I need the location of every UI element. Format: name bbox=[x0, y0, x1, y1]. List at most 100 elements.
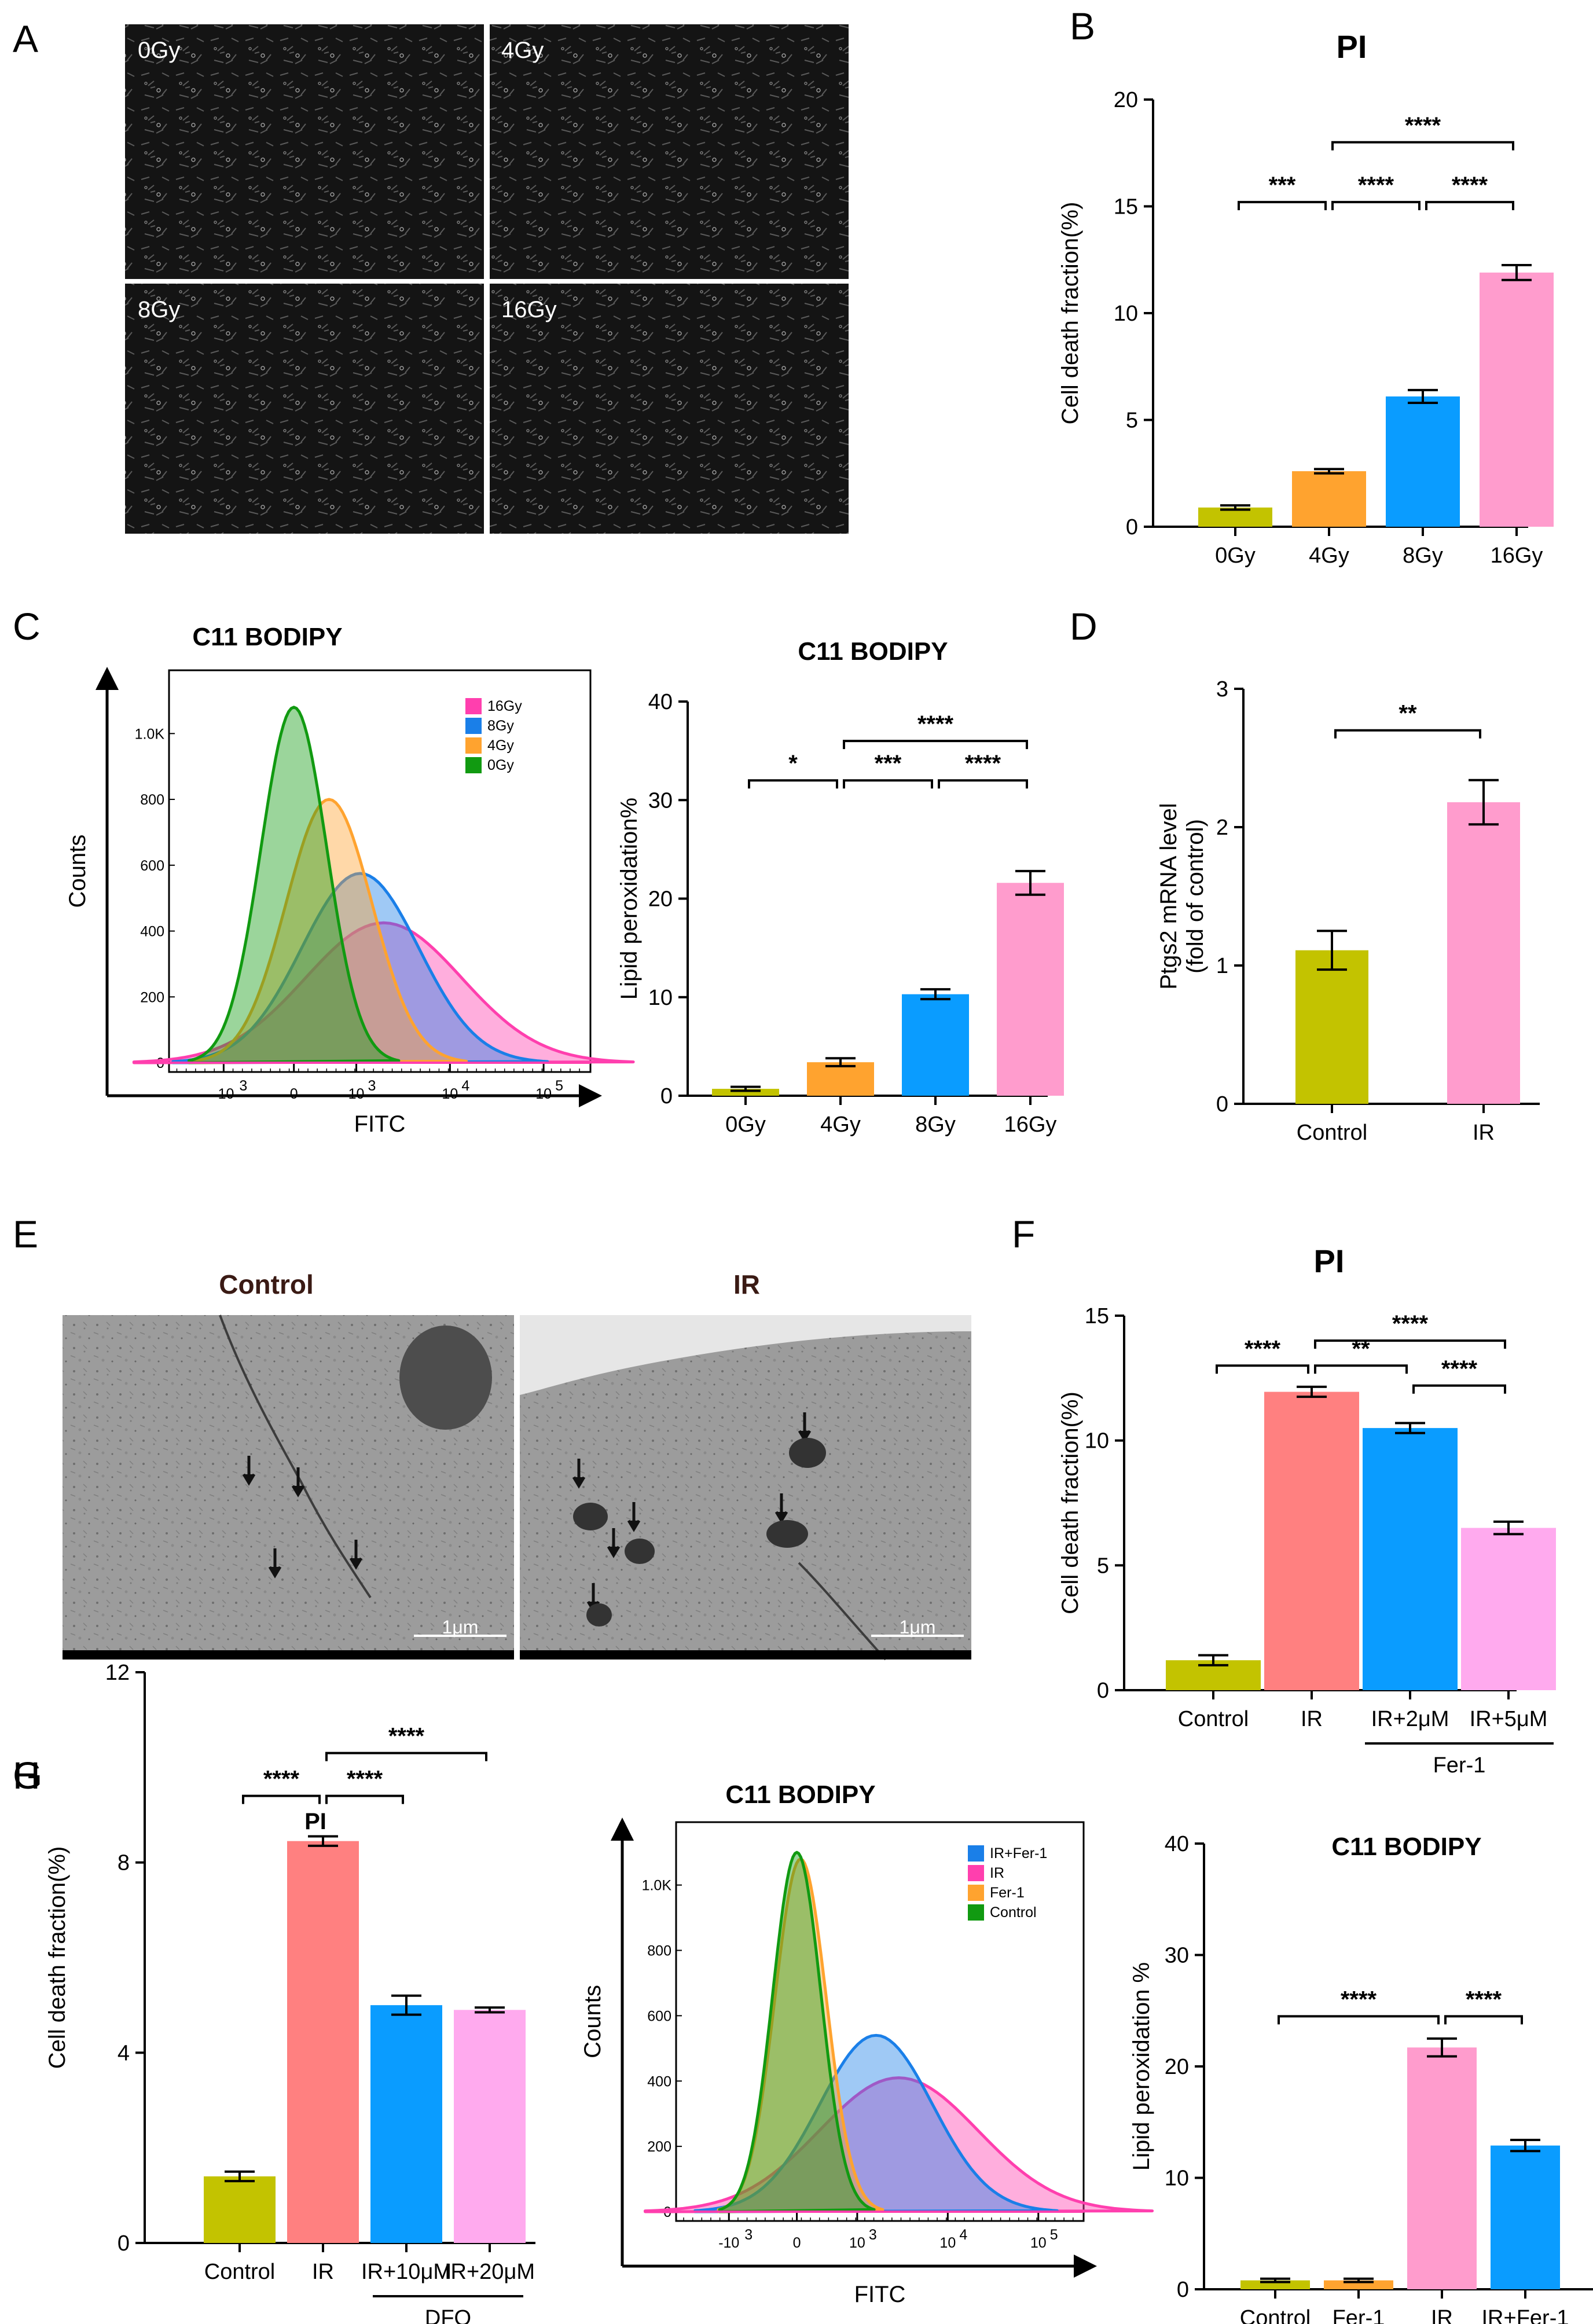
y-tick-label: 600 bbox=[140, 858, 164, 874]
significance-bracket bbox=[1425, 201, 1514, 211]
y-tick-label: 0 bbox=[1126, 515, 1138, 539]
significance-bracket bbox=[1314, 1364, 1408, 1374]
x-tick-label: 0Gy bbox=[725, 1113, 766, 1137]
x-axis-title: FITC bbox=[854, 2282, 906, 2307]
plot-frame bbox=[168, 669, 592, 1073]
bar-0gy bbox=[712, 1089, 779, 1096]
tem-dark-region bbox=[399, 1326, 492, 1430]
histogram-curve-8gy bbox=[171, 872, 549, 1064]
panel-a: A 0Gy 4Gy 8Gy 16Gy bbox=[13, 17, 849, 534]
y-tick-label: 200 bbox=[140, 989, 164, 1005]
x-tick-label: IR+5μM bbox=[1470, 1707, 1548, 1731]
tem-ir-background bbox=[520, 1315, 971, 1395]
y-tick-label: 40 bbox=[648, 690, 673, 714]
panel-letter-d: D bbox=[1070, 605, 1098, 648]
bar-chart-h2: C11 BODIPY 0 10 20 30 40 Lipid peroxidation % C… bbox=[1129, 1832, 1593, 2324]
y-tick-label: 2 bbox=[1216, 816, 1228, 840]
x-tick-label: IR+10μM bbox=[361, 2260, 452, 2284]
arrow-icon bbox=[572, 1459, 586, 1489]
x-tick-label: IR+2μM bbox=[1371, 1707, 1449, 1731]
y-tick-label: 0 bbox=[1097, 1679, 1109, 1703]
chart-title: C11 BODIPY bbox=[798, 637, 948, 666]
tem-title-control: Control bbox=[219, 1269, 314, 1299]
x-tick-label: 10 bbox=[1030, 2235, 1047, 2251]
bar-4gy bbox=[1292, 471, 1366, 527]
group-label: Fer-1 bbox=[1433, 1753, 1486, 1778]
bar-control bbox=[204, 2176, 276, 2243]
significance-label: *** bbox=[875, 751, 902, 776]
axis-arrow-right-icon bbox=[579, 1084, 602, 1107]
significance-label: *** bbox=[1269, 172, 1296, 198]
legend-swatch bbox=[968, 1885, 984, 1901]
histogram-curve-0gy bbox=[188, 706, 401, 1064]
scale-label: 1μm bbox=[900, 1617, 936, 1638]
y-tick-label: 40 bbox=[1165, 1832, 1189, 1856]
significance-label: **** bbox=[1358, 172, 1394, 198]
bar-chart-g: G PI 0 4 8 12 Cell death fraction(%) Control IR I… bbox=[13, 1661, 535, 2324]
x-tick-label: 10 bbox=[939, 2235, 956, 2251]
chart-title: C11 BODIPY bbox=[192, 623, 342, 651]
x-tick-label: 16Gy bbox=[1491, 544, 1543, 568]
significance-bracket bbox=[1444, 2015, 1523, 2025]
legend-label: IR bbox=[990, 1865, 1004, 1881]
x-tick-label: -10 bbox=[213, 1086, 234, 1102]
x-tick-label: 0 bbox=[290, 1086, 298, 1102]
significance-bracket bbox=[843, 779, 933, 789]
legend-swatch bbox=[968, 1904, 984, 1921]
significance-bracket bbox=[1412, 1384, 1506, 1394]
y-axis-title: Counts bbox=[65, 835, 90, 908]
significance-label: **** bbox=[388, 1724, 425, 1749]
bar-ir bbox=[1447, 802, 1520, 1104]
bar-ir+5μm bbox=[1461, 1528, 1556, 1690]
axis-arrow-up-icon bbox=[96, 667, 119, 690]
legend-swatch bbox=[465, 718, 482, 734]
significance-bracket bbox=[325, 1752, 487, 1761]
micrograph-16gy bbox=[490, 284, 849, 534]
arrow-icon bbox=[268, 1548, 282, 1578]
axis-arrow-up-icon bbox=[611, 1818, 634, 1841]
legend-label: 0Gy bbox=[487, 757, 514, 773]
histogram-curve-control bbox=[718, 1851, 876, 2213]
x-tick-label: 10 bbox=[348, 1086, 365, 1102]
arrow-icon bbox=[291, 1467, 305, 1497]
y-tick-label: 10 bbox=[1165, 2167, 1189, 2191]
bar-8gy bbox=[1386, 396, 1460, 527]
y-tick-label: 0 bbox=[118, 2231, 130, 2256]
x-tick-label: -10 bbox=[718, 2235, 739, 2251]
y-tick-label: 20 bbox=[1165, 2055, 1189, 2079]
y-tick-label: 0 bbox=[1177, 2278, 1189, 2302]
x-tick-label: 4Gy bbox=[1309, 544, 1349, 568]
x-tick-exponent: 4 bbox=[461, 1078, 469, 1094]
significance-bracket bbox=[843, 740, 1028, 750]
x-tick-label: 0 bbox=[793, 2235, 801, 2251]
x-tick-label: Fer-1 bbox=[1333, 2306, 1385, 2324]
y-tick-label: 5 bbox=[1097, 1554, 1109, 1578]
y-tick-label: 600 bbox=[647, 2008, 671, 2024]
x-tick-label: 10 bbox=[442, 1086, 458, 1102]
x-tick-label: IR+20μM bbox=[445, 2260, 535, 2284]
panel-letter-c1: C bbox=[13, 605, 41, 648]
legend-label: Fer-1 bbox=[990, 1885, 1025, 1901]
y-tick-label: 10 bbox=[1085, 1429, 1109, 1453]
y-axis-title: Lipid peroxidation% bbox=[616, 798, 642, 1000]
panel-letter-g: G bbox=[13, 1754, 42, 1797]
significance-label: **** bbox=[965, 751, 1001, 776]
legend-label: IR+Fer-1 bbox=[990, 1845, 1047, 1862]
histogram-curve-4gy bbox=[190, 798, 468, 1064]
histogram-c1: C C11 BODIPY Counts FITC 0 200 400 600 800 1.0K -1… bbox=[13, 605, 635, 1137]
legend-swatch bbox=[465, 698, 482, 714]
significance-bracket bbox=[1278, 2015, 1440, 2025]
chart-title: PI bbox=[1337, 28, 1367, 65]
x-tick-label: Control bbox=[1178, 1707, 1249, 1731]
significance-bracket bbox=[1238, 201, 1327, 211]
y-tick-label: 15 bbox=[1085, 1304, 1109, 1328]
y-tick-label: 800 bbox=[647, 1943, 671, 1959]
bar-control bbox=[1295, 950, 1368, 1104]
panel-e: E Control IR 1μm 1μ bbox=[13, 1213, 971, 1661]
y-axis-title: Counts bbox=[580, 1985, 605, 2058]
x-tick-exponent: 3 bbox=[368, 1078, 376, 1094]
tem-membrane bbox=[219, 1315, 372, 1599]
tem-info-bar bbox=[520, 1650, 971, 1660]
